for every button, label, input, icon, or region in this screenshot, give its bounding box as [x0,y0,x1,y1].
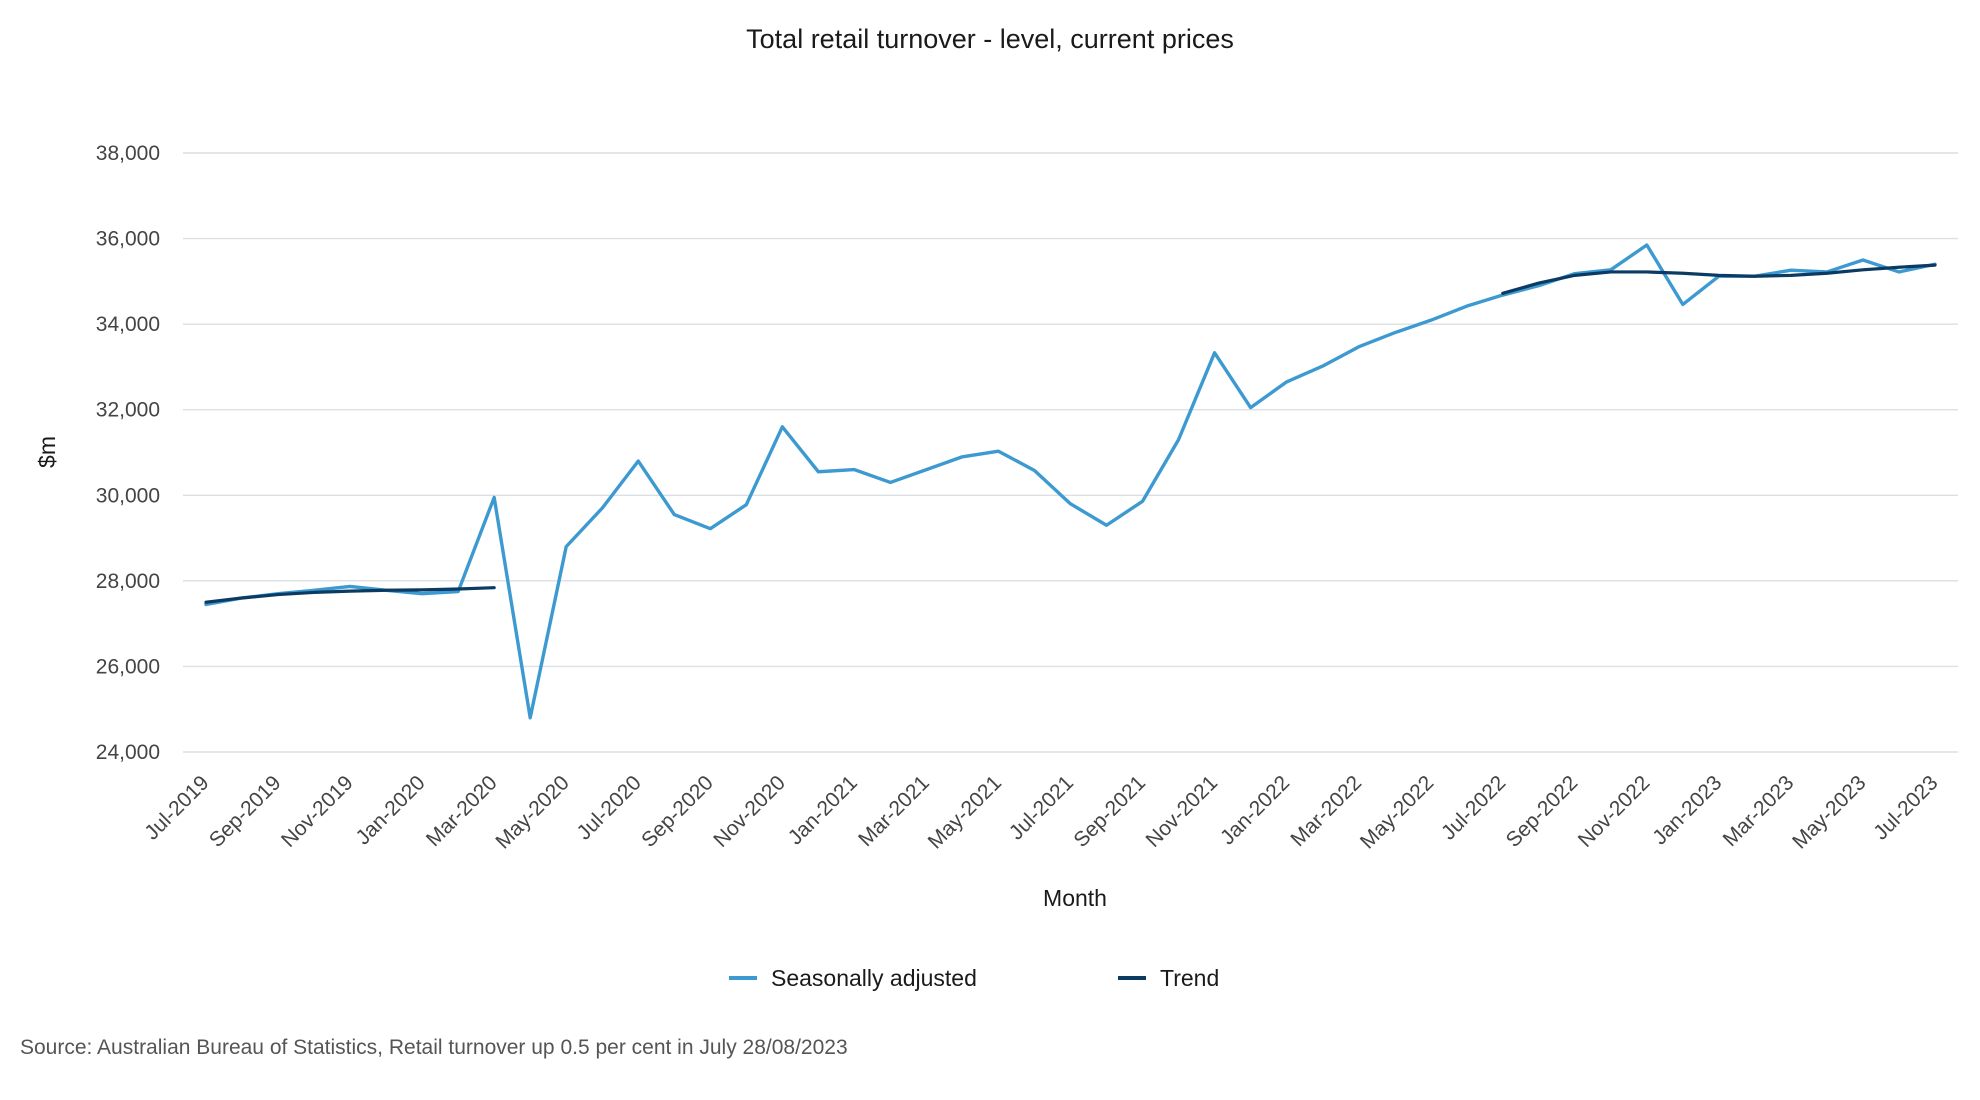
x-tick-label: Jul-2022 [1437,771,1510,844]
x-tick-label: Jan-2023 [1648,771,1726,849]
x-tick-label: May-2021 [924,771,1006,853]
x-tick-label: Sep-2019 [205,771,286,852]
x-tick-label: Nov-2022 [1574,771,1655,852]
y-tick-label: 24,000 [96,741,160,764]
y-tick-label: 26,000 [96,655,160,678]
x-tick-label: Nov-2021 [1141,771,1222,852]
x-tick-label: Jul-2020 [573,771,646,844]
x-tick-label: May-2022 [1356,771,1438,853]
y-axis-label: $m [34,436,60,468]
x-tick-label: Mar-2020 [422,771,502,851]
x-tick-label: Jul-2023 [1869,771,1942,844]
x-tick-label: Sep-2020 [637,771,718,852]
series-lines [204,243,1937,720]
x-axis-label: Month [1043,885,1107,911]
y-tick-label: 32,000 [96,399,160,422]
chart-title: Total retail turnover - level, current p… [746,24,1234,54]
x-tick-label: Sep-2021 [1069,771,1150,852]
x-tick-label: Jan-2022 [1216,771,1294,849]
series-trend [204,263,1937,604]
x-tick-label: May-2023 [1788,771,1870,853]
y-axis-ticks: 24,000 26,000 28,000 30,000 32,000 34,000 36,0… [96,142,160,764]
x-tick-label: Jan-2021 [784,771,862,849]
x-tick-label: Nov-2019 [277,771,358,852]
series-line [204,263,1937,604]
x-tick-label: Mar-2021 [854,771,934,851]
series-line [204,243,1937,720]
y-tick-label: 38,000 [96,142,160,165]
x-tick-label: Jul-2021 [1005,771,1078,844]
legend: Seasonally adjusted Trend [729,965,1219,991]
x-tick-label: Mar-2023 [1719,771,1799,851]
legend-label: Seasonally adjusted [771,965,977,991]
x-tick-label: Jul-2019 [140,771,213,844]
x-tick-label: Sep-2022 [1502,771,1583,852]
x-tick-label: Mar-2022 [1286,771,1366,851]
x-tick-label: Jan-2020 [351,771,429,849]
y-tick-label: 28,000 [96,570,160,593]
y-tick-label: 34,000 [96,313,160,336]
legend-label: Trend [1160,965,1219,991]
x-tick-label: Nov-2020 [709,771,790,852]
series-seasonally-adjusted [204,243,1937,720]
x-axis-ticks: Jul-2019Sep-2019Nov-2019Jan-2020Mar-2020… [140,771,1942,853]
y-tick-label: 36,000 [96,228,160,251]
gridlines [183,152,1958,753]
y-tick-label: 30,000 [96,484,160,507]
source-note: Source: Australian Bureau of Statistics,… [20,1036,848,1059]
x-tick-label: May-2020 [491,771,573,853]
